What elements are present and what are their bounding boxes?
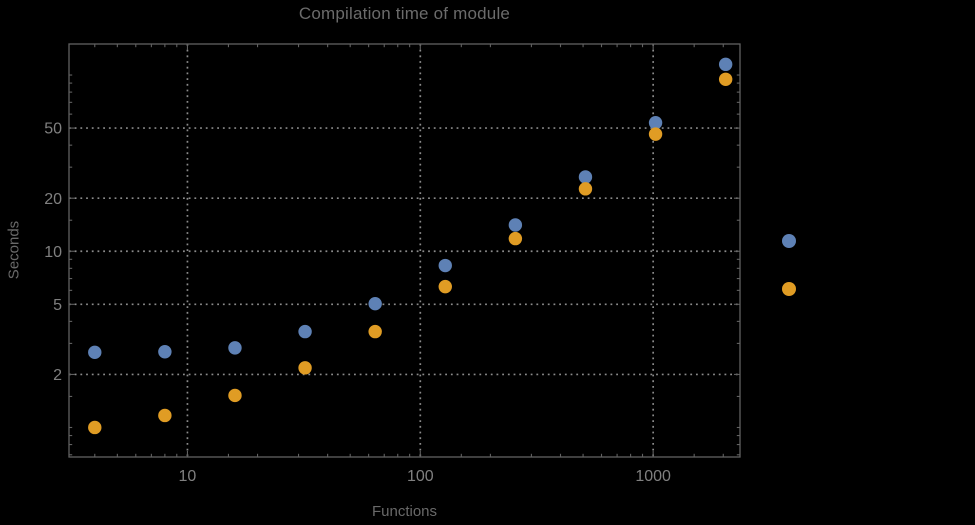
x-tick-label: 100 — [407, 468, 434, 485]
data-point — [718, 57, 733, 72]
legend-marker-blue — [782, 234, 796, 248]
gridlines — [69, 44, 740, 457]
legend — [782, 234, 796, 296]
data-point — [438, 279, 452, 294]
data-point — [228, 341, 242, 355]
data-point — [648, 116, 663, 130]
data-point — [648, 127, 663, 141]
series-blue-points — [88, 57, 733, 360]
data-point — [508, 231, 523, 246]
x-tick-label: 10 — [179, 468, 197, 485]
data-point — [158, 345, 172, 359]
data-point — [298, 324, 312, 339]
data-point — [88, 420, 102, 435]
y-tick-label: 2 — [53, 367, 62, 384]
data-point — [438, 258, 452, 273]
series-orange-points — [88, 72, 733, 435]
data-point — [88, 345, 102, 360]
chart-title: Compilation time of module — [298, 4, 511, 23]
y-tick-label: 10 — [44, 244, 62, 261]
x-axis-label: Functions — [371, 503, 438, 520]
legend-marker-orange — [782, 282, 796, 296]
data-point — [368, 324, 382, 339]
axes-frame — [68, 43, 741, 458]
data-point — [718, 72, 733, 86]
data-point — [298, 361, 312, 375]
y-tick-label: 20 — [44, 191, 62, 208]
y-tick-label: 5 — [53, 297, 62, 314]
y-tick-label: 50 — [44, 121, 62, 138]
data-point — [228, 388, 242, 403]
data-point — [368, 296, 382, 311]
data-point — [578, 182, 593, 196]
axis-ticks — [69, 44, 740, 457]
x-tick-label: 1000 — [635, 468, 671, 485]
data-point — [158, 408, 172, 423]
x-tick-labels: 10 100 1000 — [179, 468, 672, 485]
data-point — [578, 170, 593, 184]
data-point — [508, 218, 523, 232]
y-tick-labels: 2 5 10 20 50 — [44, 121, 62, 384]
